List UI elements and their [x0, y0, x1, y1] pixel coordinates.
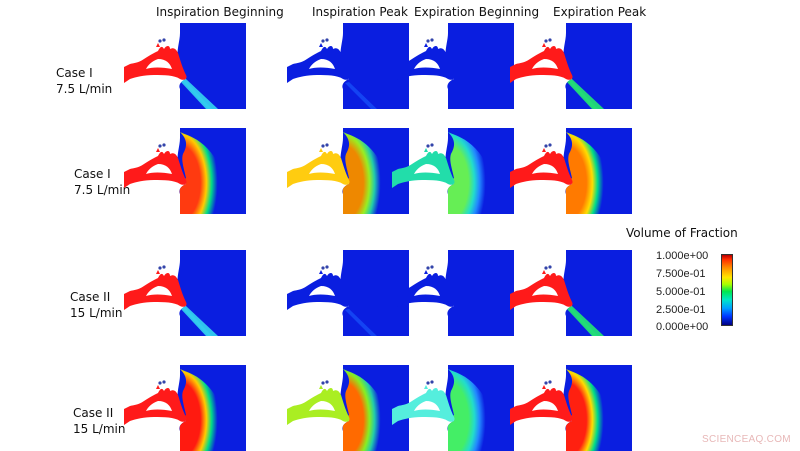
computational-domain [177, 250, 246, 336]
simulation-panel [118, 365, 250, 451]
nasal-airway [124, 273, 187, 310]
row-label-1: Case I 7.5 L/min [56, 65, 112, 97]
row-label-2: Case I 7.5 L/min [74, 166, 130, 198]
legend-tick: 0.000e+00 [656, 321, 709, 333]
computational-domain [340, 250, 409, 336]
cfd-plot [287, 365, 409, 451]
simulation-panel [504, 365, 636, 451]
simulation-panel [386, 365, 518, 451]
nasal-airway [124, 388, 187, 425]
simulation-panel [118, 23, 250, 109]
legend-tick: 5.000e-01 [656, 286, 706, 298]
simulation-panel [504, 250, 636, 336]
airway-detail [426, 144, 430, 148]
computational-domain [563, 250, 632, 336]
simulation-panel [118, 250, 250, 336]
airway-detail [544, 381, 548, 385]
simulation-panel [386, 128, 518, 214]
cfd-plot [510, 250, 632, 336]
computational-domain [445, 23, 514, 109]
simulation-panel [281, 365, 413, 451]
cfd-plot [124, 250, 246, 336]
airway-detail [321, 266, 325, 270]
simulation-panel [504, 23, 636, 109]
cfd-plot [392, 128, 514, 214]
nasal-airway [124, 151, 187, 188]
row-case: Case II [73, 406, 114, 420]
cfd-plot [287, 250, 409, 336]
computational-domain [563, 23, 632, 109]
row-case: Case II [70, 290, 111, 304]
legend-tick: 1.000e+00 [656, 250, 709, 262]
nasal-airway [287, 46, 350, 83]
cfd-plot [124, 128, 246, 214]
cfd-plot [392, 365, 514, 451]
nasal-airway [392, 388, 455, 425]
airway-detail [544, 144, 548, 148]
simulation-panel [281, 23, 413, 109]
simulation-panel [281, 250, 413, 336]
computational-domain [340, 23, 409, 109]
cfd-plot [287, 23, 409, 109]
column-title-inspiration-peak: Inspiration Peak [312, 5, 408, 19]
nasal-airway [510, 273, 573, 310]
row-label-4: Case II 15 L/min [73, 405, 125, 437]
cfd-plot [124, 23, 246, 109]
nasal-airway [287, 388, 350, 425]
airway-detail [426, 39, 430, 43]
nasal-airway [392, 46, 455, 83]
row-flow: 7.5 L/min [74, 183, 131, 197]
airway-detail [158, 144, 162, 148]
column-title-expiration-beginning: Expiration Beginning [414, 5, 540, 19]
legend-tick: 7.500e-01 [656, 268, 706, 280]
nasal-airway [510, 388, 573, 425]
simulation-panel [118, 128, 250, 214]
legend-tick: 2.500e-01 [656, 304, 706, 316]
nasal-airway [287, 273, 350, 310]
nasal-airway [392, 151, 455, 188]
simulation-panel [504, 128, 636, 214]
airway-detail [544, 266, 548, 270]
cfd-plot [510, 23, 632, 109]
nasal-airway [124, 46, 187, 83]
legend-title: Volume of Fraction [626, 226, 738, 240]
row-case: Case I [74, 167, 111, 181]
airway-detail [426, 381, 430, 385]
computational-domain [177, 23, 246, 109]
cfd-plot [392, 23, 514, 109]
airway-detail [321, 144, 325, 148]
colorbar [721, 254, 733, 326]
simulation-panel [281, 128, 413, 214]
simulation-panel [386, 23, 518, 109]
airway-detail [158, 381, 162, 385]
airway-detail [426, 266, 430, 270]
cfd-plot [510, 365, 632, 451]
watermark: SCIENCEAQ.COM [702, 434, 791, 445]
airway-detail [544, 39, 548, 43]
row-flow: 15 L/min [73, 422, 126, 436]
cfd-plot [124, 365, 246, 451]
nasal-airway [510, 151, 573, 188]
airway-detail [158, 39, 162, 43]
nasal-airway [510, 46, 573, 83]
column-title-inspiration-beginning: Inspiration Beginning [156, 5, 284, 19]
row-case: Case I [56, 66, 93, 80]
cfd-plot [287, 128, 409, 214]
column-title-expiration-peak: Expiration Peak [553, 5, 647, 19]
row-label-3: Case II 15 L/min [70, 289, 122, 321]
airway-detail [321, 39, 325, 43]
computational-domain [445, 250, 514, 336]
row-flow: 15 L/min [70, 306, 123, 320]
simulation-panel [386, 250, 518, 336]
airway-detail [158, 266, 162, 270]
row-flow: 7.5 L/min [56, 82, 113, 96]
nasal-airway [392, 273, 455, 310]
cfd-plot [392, 250, 514, 336]
airway-detail [321, 381, 325, 385]
nasal-airway [287, 151, 350, 188]
cfd-plot [510, 128, 632, 214]
